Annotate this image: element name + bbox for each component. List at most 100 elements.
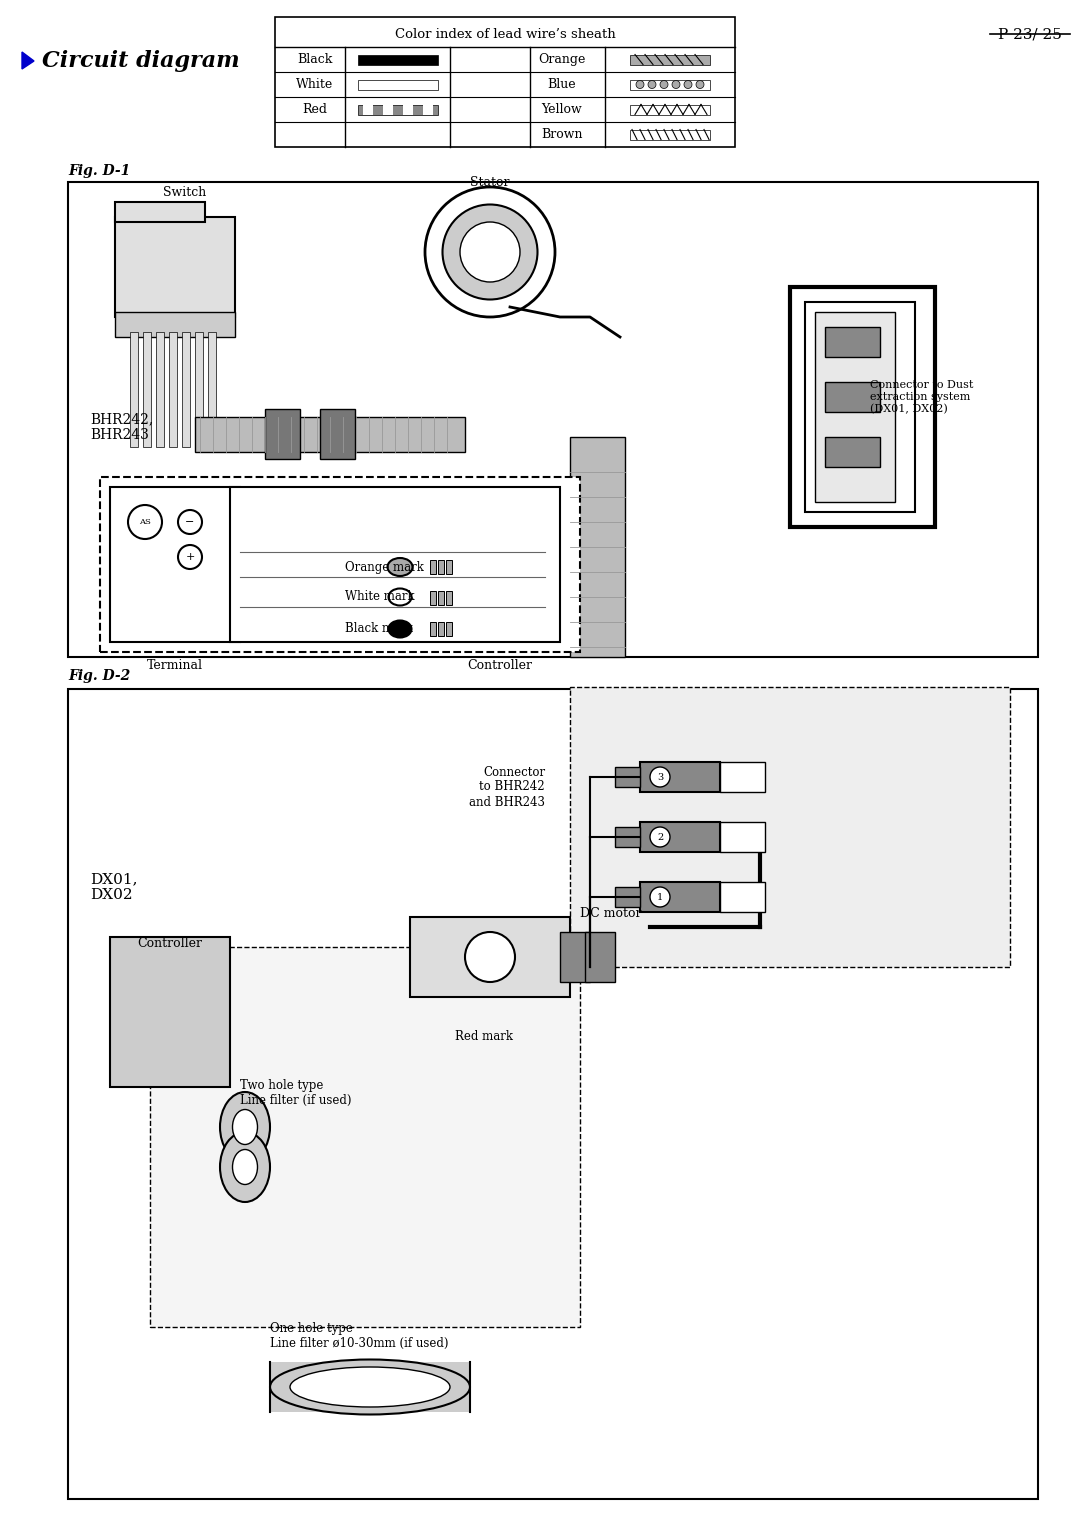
Text: White mark: White mark	[345, 591, 415, 603]
Text: Stator: Stator	[470, 176, 510, 189]
Text: Connector
to BHR242
and BHR243: Connector to BHR242 and BHR243	[469, 765, 545, 808]
Bar	[630, 104, 710, 115]
Bar	[114, 202, 205, 221]
Bar	[615, 828, 640, 847]
Bar	[630, 79, 710, 90]
Bar	[143, 331, 151, 447]
Bar	[430, 591, 436, 605]
Bar	[150, 947, 580, 1327]
Text: −: −	[186, 518, 194, 527]
Text: Two hole type
Line filter (if used): Two hole type Line filter (if used)	[240, 1080, 351, 1107]
Ellipse shape	[389, 620, 411, 637]
Bar	[168, 331, 177, 447]
Ellipse shape	[636, 81, 644, 89]
Bar	[183, 331, 190, 447]
Ellipse shape	[270, 1359, 470, 1414]
Circle shape	[178, 545, 202, 570]
Ellipse shape	[672, 81, 680, 89]
Bar	[320, 409, 355, 460]
Bar	[68, 689, 1038, 1500]
Text: Controller: Controller	[137, 938, 203, 950]
Text: 2: 2	[657, 832, 663, 841]
Bar	[570, 687, 1010, 967]
Ellipse shape	[220, 1092, 270, 1162]
Bar	[720, 822, 765, 852]
Text: Brown: Brown	[541, 128, 583, 140]
Bar	[110, 487, 240, 641]
Text: Yellow: Yellow	[542, 102, 582, 116]
Text: Terminal: Terminal	[147, 660, 203, 672]
Ellipse shape	[460, 221, 519, 282]
Text: DC motor: DC motor	[580, 907, 642, 919]
Text: Black: Black	[297, 53, 333, 66]
Bar	[570, 437, 625, 657]
Bar	[615, 887, 640, 907]
Text: Red mark: Red mark	[455, 1031, 513, 1043]
Bar	[403, 104, 413, 115]
Bar	[230, 487, 561, 641]
Bar	[382, 104, 392, 115]
Text: BHR242,
BHR243: BHR242, BHR243	[90, 412, 153, 443]
Text: 3: 3	[657, 773, 663, 782]
Text: DX01,
DX02: DX01, DX02	[90, 872, 137, 902]
Ellipse shape	[232, 1150, 257, 1185]
Text: Circuit diagram: Circuit diagram	[42, 50, 240, 72]
Ellipse shape	[388, 557, 413, 576]
Bar	[630, 130, 710, 139]
Bar	[561, 931, 590, 982]
Bar	[825, 437, 880, 467]
Bar	[446, 621, 453, 637]
Bar	[825, 327, 880, 357]
Bar	[640, 762, 720, 793]
Text: Orange mark: Orange mark	[345, 560, 423, 574]
Ellipse shape	[443, 205, 538, 299]
Bar	[100, 476, 580, 652]
Bar	[585, 931, 615, 982]
Text: P 23/ 25: P 23/ 25	[998, 27, 1062, 41]
Ellipse shape	[696, 81, 704, 89]
Text: Blue: Blue	[548, 78, 577, 92]
Text: Fig. D-2: Fig. D-2	[68, 669, 131, 683]
Bar	[438, 621, 444, 637]
Bar	[720, 883, 765, 912]
Bar	[789, 287, 935, 527]
Bar	[114, 312, 235, 337]
Text: Controller: Controller	[468, 660, 532, 672]
Ellipse shape	[232, 1110, 257, 1145]
Text: 1: 1	[657, 892, 663, 901]
Bar	[363, 104, 373, 115]
Text: Fig. D-1: Fig. D-1	[68, 163, 131, 179]
Text: White: White	[296, 78, 334, 92]
Bar	[446, 591, 453, 605]
Bar	[630, 55, 710, 64]
Circle shape	[650, 887, 670, 907]
Ellipse shape	[291, 1367, 450, 1406]
Ellipse shape	[389, 588, 411, 606]
Ellipse shape	[220, 1132, 270, 1202]
Bar	[438, 560, 444, 574]
Text: +: +	[186, 551, 194, 562]
Bar	[357, 55, 437, 64]
Circle shape	[650, 767, 670, 786]
Circle shape	[129, 505, 162, 539]
Text: Red: Red	[302, 102, 327, 116]
Bar	[114, 217, 235, 318]
Bar	[156, 331, 164, 447]
Bar	[130, 331, 138, 447]
Bar	[640, 822, 720, 852]
Bar	[357, 104, 437, 115]
Bar	[815, 312, 895, 502]
Bar	[430, 560, 436, 574]
Bar	[825, 382, 880, 412]
Bar	[422, 104, 432, 115]
Ellipse shape	[426, 186, 555, 318]
Text: Color index of lead wire’s sheath: Color index of lead wire’s sheath	[394, 29, 616, 41]
Ellipse shape	[648, 81, 656, 89]
Bar	[410, 918, 570, 997]
Bar	[615, 767, 640, 786]
Text: Connector to Dust
extraction system
(DX01, DX02): Connector to Dust extraction system (DX0…	[870, 380, 973, 414]
Text: Black mark: Black mark	[345, 623, 413, 635]
Text: AS: AS	[139, 518, 151, 525]
Text: One hole type
Line filter ø10-30mm (if used): One hole type Line filter ø10-30mm (if u…	[270, 1322, 448, 1350]
Bar	[110, 938, 230, 1087]
